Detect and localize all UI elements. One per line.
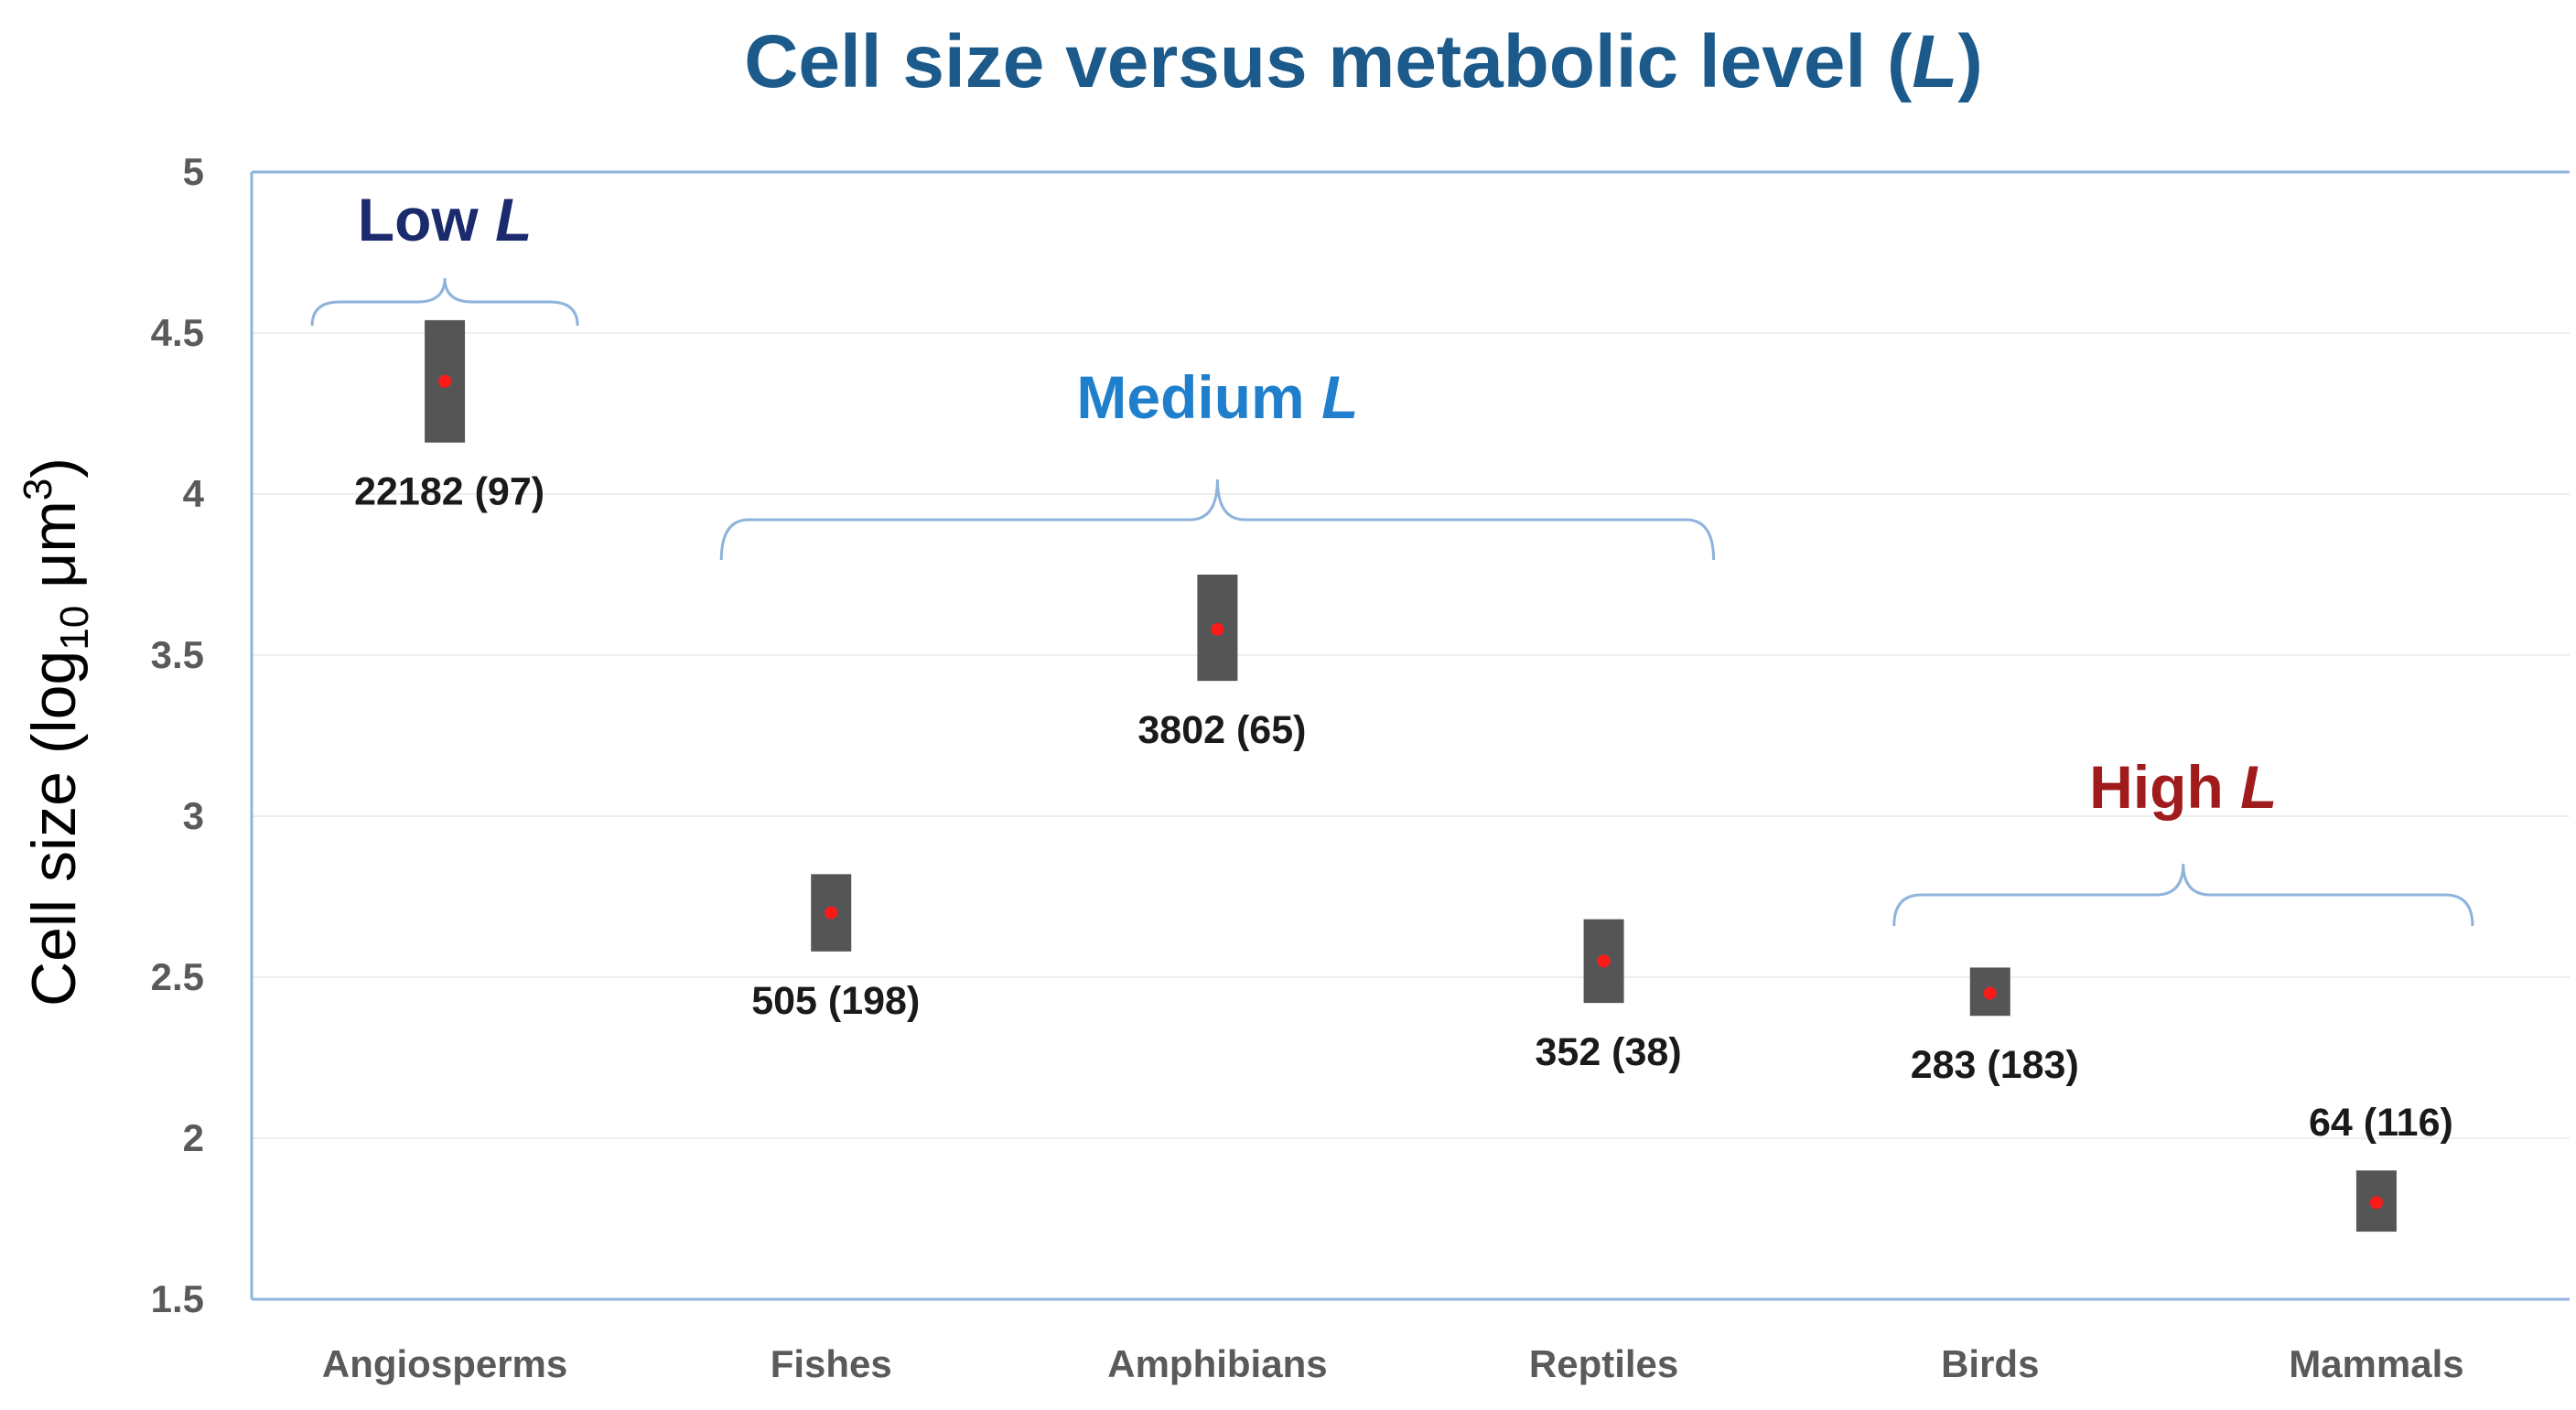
y-axis-title-suffix: ) bbox=[19, 457, 89, 479]
mean-point bbox=[1211, 622, 1224, 636]
gridlines bbox=[252, 332, 2570, 1139]
data-label: 3802 (65) bbox=[1137, 708, 1306, 752]
x-tick-label: Amphibians bbox=[1107, 1342, 1327, 1385]
group-label: Medium L bbox=[1076, 363, 1358, 431]
axes bbox=[250, 170, 2570, 1301]
chart-title-main: Cell size versus metabolic level ( bbox=[744, 20, 1913, 103]
y-tick-label: 3.5 bbox=[151, 633, 204, 676]
data-label: 352 (38) bbox=[1535, 1030, 1681, 1074]
y-tick-label: 4.5 bbox=[151, 311, 204, 354]
data-label: 64 (116) bbox=[2309, 1101, 2453, 1145]
data-labels: 22182 (97) 505 (198) 3802 (65) 352 (38) 283 … bbox=[354, 470, 2453, 1146]
x-tick-label: Reptiles bbox=[1529, 1342, 1678, 1385]
group-brace bbox=[310, 277, 579, 327]
group-label-italic: L bbox=[2240, 753, 2277, 821]
chart-title-close: ) bbox=[1957, 20, 1982, 103]
x-tick-label: Birds bbox=[1941, 1342, 2039, 1385]
mean-point bbox=[825, 906, 838, 920]
group-label: Low L bbox=[358, 186, 533, 253]
data-label: 283 (183) bbox=[1911, 1043, 2079, 1087]
y-tick-label: 4 bbox=[183, 472, 205, 515]
y-axis-title-subscript: 10 bbox=[52, 606, 97, 651]
group-label-name: Medium bbox=[1076, 363, 1321, 431]
mean-point bbox=[1597, 954, 1611, 968]
y-tick-label: 2.5 bbox=[151, 955, 204, 998]
y-axis-title-middle: μm bbox=[19, 500, 89, 606]
x-tick-label: Angiosperms bbox=[322, 1342, 567, 1385]
group-label-italic: L bbox=[495, 186, 532, 253]
y-axis-title: Cell size (log10 μm3) bbox=[16, 457, 97, 1006]
x-tick-label: Fishes bbox=[771, 1342, 892, 1385]
data-label: 22182 (97) bbox=[354, 470, 544, 514]
group-label: High L bbox=[2089, 753, 2277, 821]
group-brace bbox=[719, 479, 1716, 561]
y-tick-label: 2 bbox=[183, 1116, 204, 1159]
mean-point bbox=[1983, 986, 1997, 1000]
y-tick-label: 3 bbox=[183, 794, 204, 837]
chart-title: Cell size versus metabolic level (L) bbox=[744, 20, 1983, 103]
y-axis-title-prefix: Cell size (log bbox=[19, 651, 89, 1006]
group-brace bbox=[1892, 863, 2474, 927]
mean-point bbox=[2369, 1196, 2383, 1210]
x-tick-labels: Angiosperms Fishes Amphibians Reptiles Birds… bbox=[322, 1342, 2464, 1385]
mean-point bbox=[438, 374, 452, 388]
x-tick-label: Mammals bbox=[2289, 1342, 2463, 1385]
group-label-name: High bbox=[2089, 753, 2240, 821]
chart-title-italic: L bbox=[1912, 20, 1957, 103]
y-tick-label: 5 bbox=[183, 150, 204, 193]
data-label: 505 (198) bbox=[751, 979, 920, 1023]
y-tick-labels: 1.5 2 2.5 3 3.5 4 4.5 5 bbox=[151, 150, 205, 1320]
group-label-italic: L bbox=[1321, 363, 1358, 431]
y-axis-title-superscript: 3 bbox=[16, 479, 60, 500]
group-label-name: Low bbox=[358, 186, 495, 253]
range-bars bbox=[425, 319, 2397, 1232]
y-tick-label: 1.5 bbox=[151, 1277, 204, 1320]
